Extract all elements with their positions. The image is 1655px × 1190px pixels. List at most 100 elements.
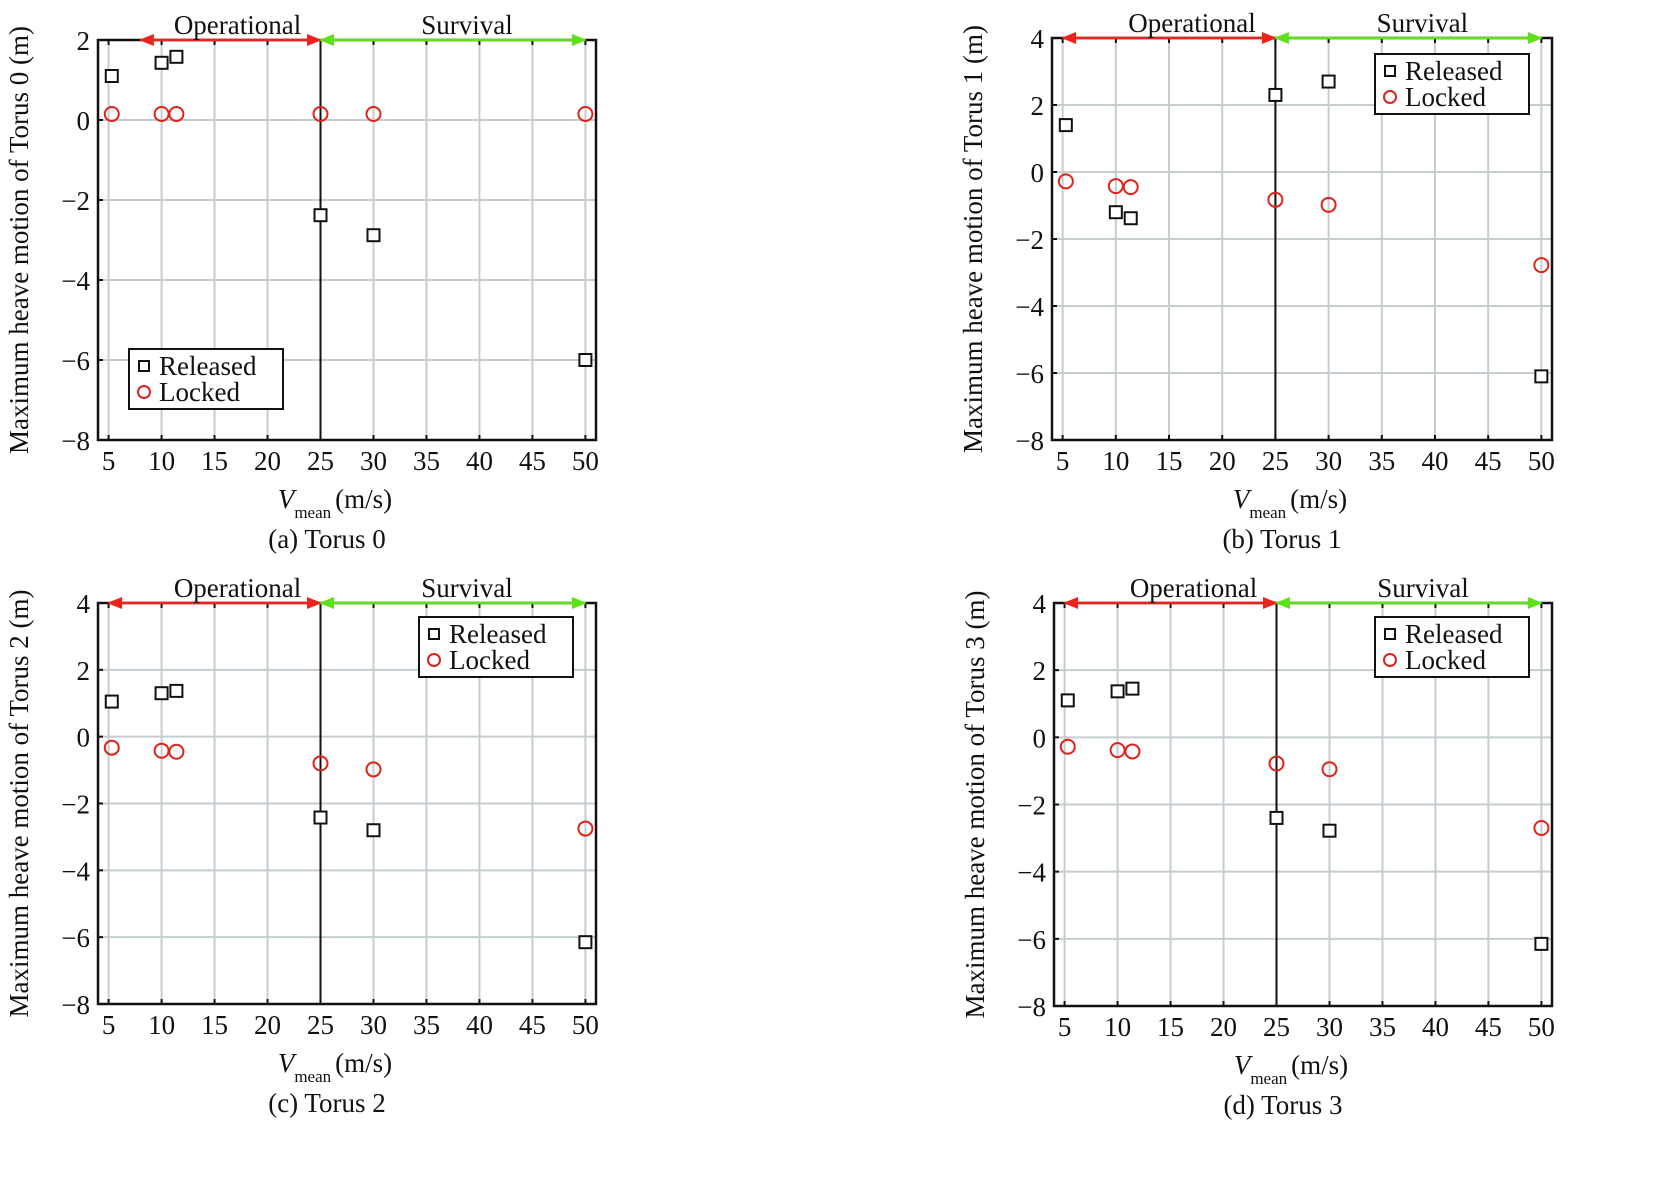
y-axis-label: Maximum heave motion of Torus 1 (m) (958, 25, 988, 453)
x-tick-label: 30 (1315, 446, 1342, 476)
chart-panel-c: 5 10 15 20 25 30 35 40 45 50 −8 −6 −4 −2 0 2 4 Operationa… (4, 573, 599, 1118)
region-label-survival: Survival (1377, 573, 1469, 603)
region-label-operational: Operational (174, 10, 301, 40)
legend-label: Locked (159, 377, 240, 407)
data-point-released (313, 810, 328, 825)
x-tick-label: 10 (1102, 446, 1129, 476)
data-point-released (154, 55, 169, 70)
data-point-locked (103, 739, 120, 756)
y-tick-label: 4 (1033, 589, 1047, 619)
data-point-released (104, 69, 119, 83)
data-point-released (1123, 211, 1138, 226)
data-point-locked (1124, 743, 1141, 760)
legend-label: Released (1405, 619, 1503, 649)
x-tick-label: 25 (1262, 446, 1289, 476)
legend-label: Released (449, 619, 547, 649)
y-tick-label: 4 (77, 589, 91, 619)
legend-box (1374, 53, 1530, 115)
data-point-released (1058, 118, 1073, 133)
x-tick-label: 10 (1104, 1012, 1131, 1042)
legend-label: Released (1405, 56, 1503, 86)
x-tick-label: 40 (1421, 446, 1448, 476)
data-point-released (578, 353, 593, 367)
data-point-locked (1268, 755, 1285, 772)
x-tick-label: 5 (1058, 1012, 1072, 1042)
legend-box (128, 348, 284, 410)
data-point-locked (365, 761, 382, 778)
x-tick-label: 45 (519, 1010, 546, 1040)
legend-marker-circle-icon (427, 653, 441, 667)
y-tick-label: −2 (61, 186, 90, 216)
y-tick-label: −2 (1015, 225, 1044, 255)
y-tick-label: 2 (1031, 91, 1045, 121)
x-tick-label: 40 (466, 446, 493, 476)
y-tick-label: −6 (61, 923, 90, 953)
y-tick-label: −2 (1017, 791, 1046, 821)
data-point-locked (577, 820, 594, 837)
data-point-released (154, 686, 169, 701)
x-tick-label: 15 (201, 446, 228, 476)
x-axis-label: Vmean (m/s) (278, 484, 392, 522)
panel-caption: (a) Torus 0 (268, 524, 386, 554)
y-tick-label: 0 (1031, 158, 1045, 188)
data-point-locked (1321, 761, 1338, 778)
legend-marker-square-icon (138, 360, 150, 372)
legend-label: Locked (1405, 82, 1486, 112)
chart-panel-d: 5 10 15 20 25 30 35 40 45 50 −8 −6 −4 −2 0 2 4 Operationa… (960, 573, 1555, 1120)
y-tick-label: 4 (1031, 24, 1045, 54)
region-label-survival: Survival (421, 10, 513, 40)
legend-marker-circle-icon (1383, 90, 1397, 104)
x-tick-label: 35 (1368, 446, 1395, 476)
y-tick-label: 2 (1033, 656, 1047, 686)
y-axis-label: Maximum heave motion of Torus 3 (m) (960, 590, 990, 1018)
data-point-locked (1320, 196, 1337, 213)
x-tick-label: 50 (572, 1010, 599, 1040)
data-point-released (313, 208, 328, 223)
region-label-operational: Operational (174, 573, 301, 603)
y-tick-label: −8 (1015, 426, 1044, 456)
legend-label: Locked (1405, 645, 1486, 675)
panel-caption: (b) Torus 1 (1222, 524, 1341, 554)
legend-marker-square-icon (428, 628, 440, 640)
y-tick-label: −4 (61, 856, 90, 886)
y-tick-label: −4 (1015, 292, 1044, 322)
data-point-locked (1059, 738, 1076, 755)
x-tick-label: 5 (1056, 446, 1070, 476)
y-tick-label: −8 (1017, 992, 1046, 1022)
x-tick-label: 45 (1475, 446, 1502, 476)
x-axis-label: Vmean (m/s) (1233, 484, 1347, 522)
x-tick-label: 30 (1316, 1012, 1343, 1042)
y-tick-label: −2 (61, 790, 90, 820)
legend-box (418, 616, 574, 678)
data-point-locked (312, 106, 329, 122)
x-tick-label: 20 (1209, 446, 1236, 476)
data-point-released (1060, 693, 1075, 708)
x-tick-label: 25 (307, 1010, 334, 1040)
data-point-locked (1057, 173, 1074, 190)
data-point-released (1321, 74, 1336, 89)
y-tick-label: 2 (77, 26, 91, 56)
chart-panel-b: 5 10 15 20 25 30 35 40 45 50 −8 −6 −4 −2 0 2 4 Operationa… (958, 8, 1555, 554)
region-label-operational: Operational (1130, 573, 1257, 603)
data-point-released (1110, 684, 1125, 699)
data-point-released (1125, 681, 1140, 696)
data-point-locked (1533, 820, 1550, 837)
region-label-survival: Survival (421, 573, 513, 603)
panel-caption: (c) Torus 2 (268, 1088, 386, 1118)
y-tick-label: −6 (1017, 925, 1046, 955)
y-tick-label: 0 (1033, 723, 1047, 753)
data-point-released (169, 683, 184, 698)
x-tick-label: 25 (1263, 1012, 1290, 1042)
legend-marker-circle-icon (1383, 653, 1397, 667)
x-tick-label: 15 (201, 1010, 228, 1040)
x-tick-label: 20 (254, 1010, 281, 1040)
legend-box (1374, 616, 1530, 678)
x-tick-label: 30 (360, 1010, 387, 1040)
x-tick-label: 35 (413, 446, 440, 476)
region-label-survival: Survival (1377, 8, 1469, 38)
legend-label: Locked (449, 645, 530, 675)
